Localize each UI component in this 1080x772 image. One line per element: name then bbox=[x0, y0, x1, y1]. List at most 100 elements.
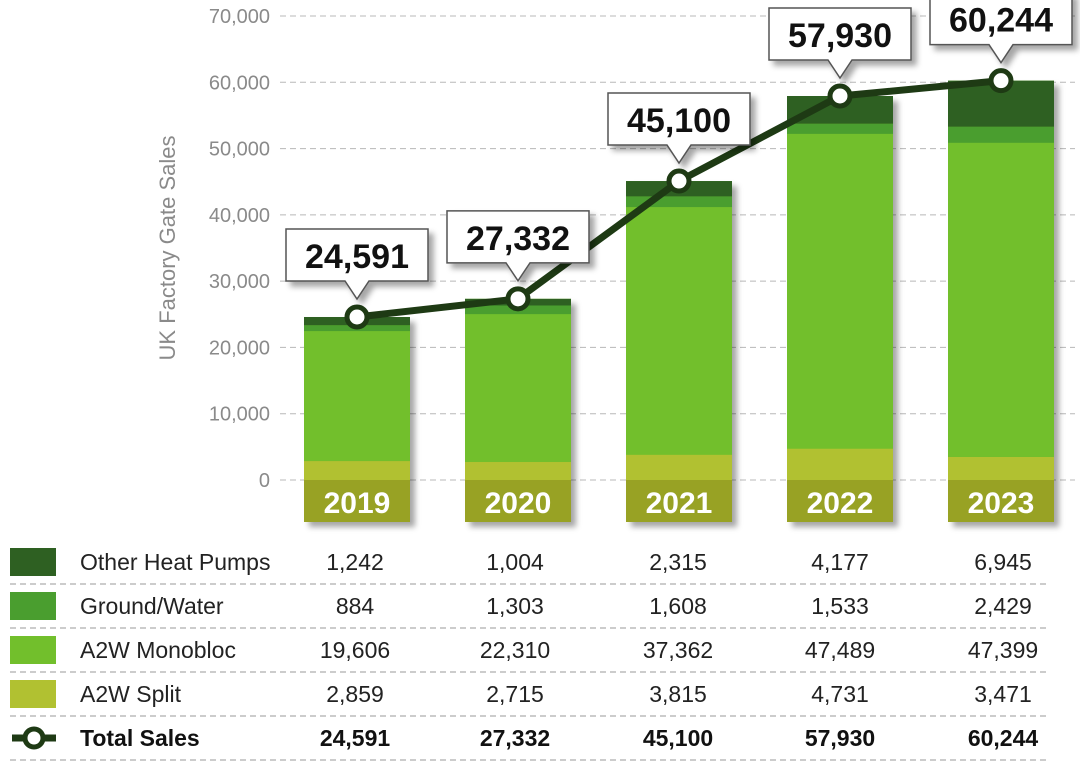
legend-swatch bbox=[10, 548, 56, 576]
total-callouts: 24,591 27,332 45,100 57,930 60,244 bbox=[285, 0, 1073, 301]
year-band bbox=[948, 480, 1054, 522]
x-tick-label: 2021 bbox=[646, 487, 713, 520]
callout-box bbox=[929, 0, 1073, 65]
data-table: Other Heat Pumps 1,242 1,004 2,315 4,177 6,94… bbox=[10, 548, 1050, 761]
y-tick-label: 30,000 bbox=[209, 271, 270, 293]
table-row: A2W Split 2,859 2,715 3,815 4,731 3,471 bbox=[10, 680, 1050, 717]
y-axis: 0 10,000 20,000 30,000 40,000 50,000 60,000 70,… bbox=[155, 6, 270, 492]
total-callout: 45,100 bbox=[607, 92, 751, 165]
table-row-total: Total Sales 24,591 27,332 45,100 57,930 60,24… bbox=[10, 725, 1050, 761]
total-callout: 57,930 bbox=[768, 7, 912, 80]
bar-stack-2023: 2023 bbox=[948, 80, 1054, 523]
y-tick-label: 40,000 bbox=[209, 205, 270, 227]
total-data-label: 27,332 bbox=[466, 220, 570, 258]
y-tick-label: 20,000 bbox=[209, 337, 270, 359]
x-tick-label: 2022 bbox=[807, 487, 874, 520]
bar-segment bbox=[304, 461, 410, 480]
bar-segment bbox=[465, 462, 571, 480]
table-cell: 1,242 bbox=[326, 549, 384, 575]
total-callout: 60,244 bbox=[929, 0, 1073, 65]
y-tick-label: 70,000 bbox=[209, 6, 270, 28]
legend-label: A2W Split bbox=[80, 681, 182, 707]
total-data-label: 60,244 bbox=[949, 2, 1053, 40]
bar-stack-2019: 2019 bbox=[304, 316, 410, 522]
table-cell: 22,310 bbox=[480, 637, 550, 663]
bar-segment bbox=[948, 142, 1054, 457]
table-cell: 27,332 bbox=[480, 725, 550, 751]
bar-segment bbox=[948, 126, 1054, 143]
bar-stack-2020: 2020 bbox=[465, 298, 571, 522]
callout-box bbox=[446, 210, 590, 283]
total-sales-point bbox=[988, 68, 1014, 94]
table-cell: 19,606 bbox=[320, 637, 390, 663]
legend-swatch bbox=[10, 636, 56, 664]
total-sales-point bbox=[505, 286, 531, 312]
total-callout: 27,332 bbox=[446, 210, 590, 283]
y-axis-title: UK Factory Gate Sales bbox=[155, 136, 180, 361]
x-tick-label: 2023 bbox=[968, 487, 1035, 520]
x-tick-label: 2020 bbox=[485, 487, 552, 520]
bar-segment bbox=[465, 314, 571, 463]
bar-segment bbox=[787, 133, 893, 449]
year-band bbox=[626, 480, 732, 522]
year-band bbox=[465, 480, 571, 522]
legend-point-swatch bbox=[22, 726, 46, 750]
table-cell: 2,315 bbox=[649, 549, 707, 575]
table-cell: 4,731 bbox=[811, 681, 869, 707]
table-cell: 3,815 bbox=[649, 681, 707, 707]
x-tick-label: 2019 bbox=[324, 487, 391, 520]
bar-segment bbox=[948, 456, 1054, 480]
total-data-label: 57,930 bbox=[788, 17, 892, 55]
total-callout: 24,591 bbox=[285, 228, 429, 301]
legend-label: Ground/Water bbox=[80, 593, 224, 619]
table-cell: 2,429 bbox=[974, 593, 1032, 619]
table-cell: 47,489 bbox=[805, 637, 875, 663]
total-sales-point bbox=[344, 304, 370, 330]
callout-box bbox=[285, 228, 429, 301]
callout-box bbox=[607, 92, 751, 165]
total-sales-point bbox=[666, 168, 692, 194]
table-row: Other Heat Pumps 1,242 1,004 2,315 4,177 6,94… bbox=[10, 548, 1050, 585]
y-tick-label: 10,000 bbox=[209, 404, 270, 426]
table-cell: 1,004 bbox=[486, 549, 544, 575]
legend-label: Other Heat Pumps bbox=[80, 549, 270, 575]
bar-segment bbox=[787, 448, 893, 480]
bar-segment bbox=[787, 123, 893, 134]
legend-swatch bbox=[10, 592, 56, 620]
bar-segment bbox=[626, 454, 732, 480]
table-cell: 3,471 bbox=[974, 681, 1032, 707]
bar-segment bbox=[626, 196, 732, 208]
table-cell: 45,100 bbox=[643, 725, 713, 751]
table-row: Ground/Water 884 1,303 1,608 1,533 2,429 bbox=[10, 592, 1050, 629]
table-cell: 24,591 bbox=[320, 725, 391, 751]
table-cell: 2,715 bbox=[486, 681, 544, 707]
year-band bbox=[787, 480, 893, 522]
table-cell: 60,244 bbox=[968, 725, 1039, 751]
y-tick-label: 50,000 bbox=[209, 139, 270, 161]
table-cell: 4,177 bbox=[811, 549, 869, 575]
table-cell: 1,533 bbox=[811, 593, 869, 619]
table-cell: 884 bbox=[336, 593, 375, 619]
total-sales-line bbox=[344, 68, 1014, 330]
legend-label: A2W Monobloc bbox=[80, 637, 236, 663]
table-cell: 1,303 bbox=[486, 593, 544, 619]
callout-box bbox=[768, 7, 912, 80]
bar-stack-2022: 2022 bbox=[787, 96, 893, 522]
total-data-label: 45,100 bbox=[627, 102, 731, 140]
legend-label: Total Sales bbox=[80, 725, 200, 751]
bars: 2019 2020 2021 2022 2023 bbox=[304, 80, 1054, 523]
table-cell: 2,859 bbox=[326, 681, 384, 707]
total-data-label: 24,591 bbox=[305, 238, 409, 276]
y-tick-label: 0 bbox=[259, 470, 270, 492]
table-cell: 6,945 bbox=[974, 549, 1032, 575]
y-tick-label: 60,000 bbox=[209, 72, 270, 94]
table-cell: 57,930 bbox=[805, 725, 875, 751]
year-band bbox=[304, 480, 410, 522]
bar-segment bbox=[626, 207, 732, 455]
table-cell: 37,362 bbox=[643, 637, 713, 663]
legend-swatch bbox=[10, 680, 56, 708]
bar-stack-2021: 2021 bbox=[626, 181, 732, 522]
table-cell: 47,399 bbox=[968, 637, 1038, 663]
table-row: A2W Monobloc 19,606 22,310 37,362 47,489 47,3… bbox=[10, 636, 1050, 673]
